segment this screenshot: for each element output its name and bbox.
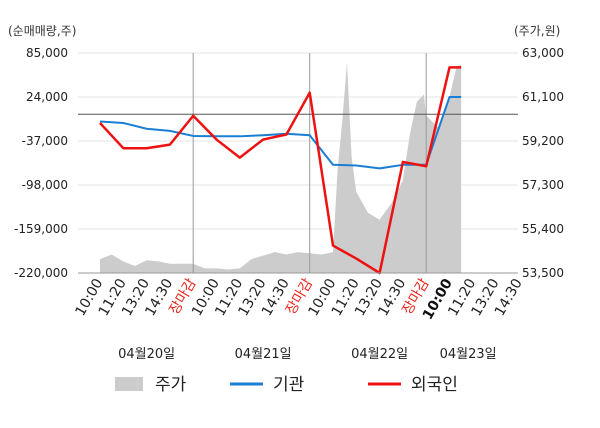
left-axis-unit: (순매매량,주): [8, 24, 76, 38]
day-label: 04월21일: [235, 347, 292, 362]
right-axis-ticks: 63,000 61,100 59,200 57,300 55,400 53,500: [522, 46, 564, 280]
right-tick-label: 61,100: [522, 90, 564, 104]
left-axis-ticks: 85,000 24,000 -37,000 -98,000 -159,000 -220,0…: [14, 46, 68, 280]
x-axis-ticks: 10:0011:2013:2014:30장마감10:0011:2013:2014…: [72, 276, 525, 323]
right-tick-label: 53,500: [522, 266, 564, 280]
right-tick-label: 59,200: [522, 134, 564, 148]
left-tick-label: -37,000: [22, 134, 68, 148]
day-label: 04월22일: [351, 347, 408, 362]
right-axis-unit: (주가,원): [514, 24, 560, 38]
day-label: 04월20일: [118, 347, 175, 362]
day-label: 04월23일: [440, 347, 497, 362]
price-area-fill: [100, 62, 462, 274]
price-area-layer: [100, 62, 462, 274]
left-tick-label: -220,000: [14, 266, 68, 280]
series-lines: [99, 66, 462, 275]
legend-price-swatch: [115, 377, 143, 391]
left-tick-label: 24,000: [26, 90, 68, 104]
series-line-foreign: [99, 66, 462, 275]
right-tick-label: 63,000: [522, 46, 564, 60]
left-tick-label: -98,000: [22, 178, 68, 192]
legend: 주가 기관 외국인: [115, 375, 458, 395]
left-tick-label: -159,000: [14, 222, 68, 236]
right-tick-label: 57,300: [522, 178, 564, 192]
right-tick-label: 55,400: [522, 222, 564, 236]
day-labels: 04월20일 04월21일 04월22일 04월23일: [118, 347, 497, 362]
legend-inst-label: 기관: [273, 375, 304, 395]
legend-price-label: 주가: [155, 375, 187, 395]
legend-foreign-label: 외국인: [411, 375, 458, 395]
left-tick-label: 85,000: [26, 46, 68, 60]
